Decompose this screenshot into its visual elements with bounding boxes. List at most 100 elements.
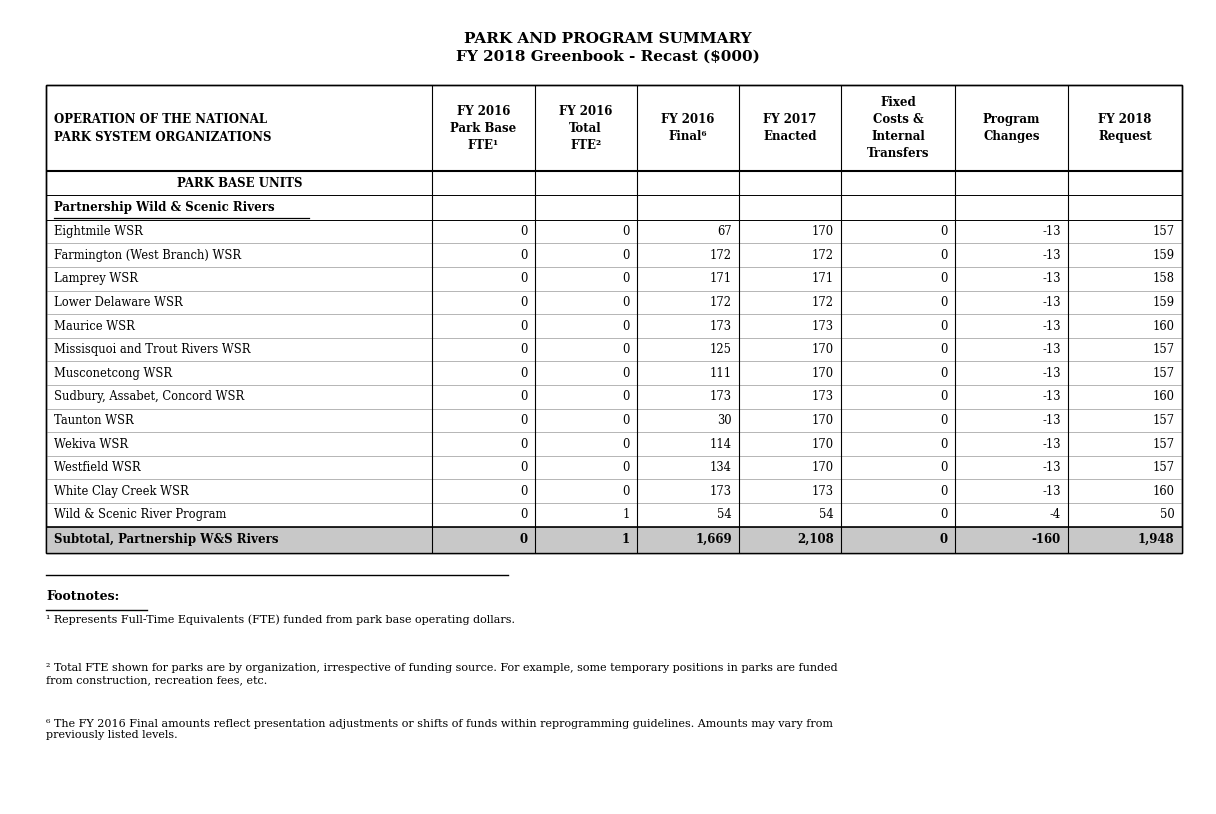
Bar: [46, 527, 1182, 553]
Text: 67: 67: [717, 225, 732, 238]
Text: Program
Changes: Program Changes: [983, 113, 1040, 143]
Text: 0: 0: [623, 273, 630, 285]
Text: 159: 159: [1153, 296, 1175, 309]
Text: 0: 0: [940, 344, 947, 356]
Text: 160: 160: [1153, 320, 1175, 332]
Text: 170: 170: [812, 367, 834, 379]
Text: 170: 170: [812, 462, 834, 474]
Text: Wild & Scenic River Program: Wild & Scenic River Program: [54, 509, 226, 521]
Text: 0: 0: [940, 438, 947, 450]
Text: 0: 0: [623, 249, 630, 261]
Text: 0: 0: [519, 533, 528, 546]
Text: 1,669: 1,669: [696, 533, 732, 546]
Text: Farmington (West Branch) WSR: Farmington (West Branch) WSR: [54, 249, 241, 261]
Text: 171: 171: [812, 273, 834, 285]
Text: White Clay Creek WSR: White Clay Creek WSR: [54, 485, 188, 497]
Text: 0: 0: [940, 296, 947, 309]
Text: 0: 0: [940, 249, 947, 261]
Text: -13: -13: [1042, 391, 1062, 403]
Text: 0: 0: [940, 391, 947, 403]
Text: 0: 0: [623, 367, 630, 379]
Text: Taunton WSR: Taunton WSR: [54, 414, 134, 427]
Text: 0: 0: [940, 273, 947, 285]
Text: 1: 1: [621, 533, 630, 546]
Text: 0: 0: [520, 462, 528, 474]
Text: 30: 30: [717, 414, 732, 427]
Text: 172: 172: [812, 249, 834, 261]
Text: 114: 114: [710, 438, 732, 450]
Text: 0: 0: [520, 438, 528, 450]
Text: -4: -4: [1049, 509, 1062, 521]
Text: 54: 54: [820, 509, 834, 521]
Text: 160: 160: [1153, 485, 1175, 497]
Text: 173: 173: [812, 391, 834, 403]
Text: -13: -13: [1042, 438, 1062, 450]
Text: -13: -13: [1042, 225, 1062, 238]
Text: 54: 54: [717, 509, 732, 521]
Text: 173: 173: [710, 391, 732, 403]
Text: FY 2018
Request: FY 2018 Request: [1098, 113, 1152, 143]
Text: 0: 0: [520, 414, 528, 427]
Text: Musconetcong WSR: Musconetcong WSR: [54, 367, 171, 379]
Text: 0: 0: [623, 414, 630, 427]
Text: 0: 0: [520, 296, 528, 309]
Text: FY 2018 Greenbook - Recast ($000): FY 2018 Greenbook - Recast ($000): [456, 50, 760, 64]
Text: ⁶ The FY 2016 Final amounts reflect presentation adjustments or shifts of funds : ⁶ The FY 2016 Final amounts reflect pres…: [46, 719, 833, 741]
Text: 0: 0: [520, 367, 528, 379]
Text: 173: 173: [710, 485, 732, 497]
Text: FY 2016
Final⁶: FY 2016 Final⁶: [662, 113, 715, 143]
Text: 0: 0: [623, 485, 630, 497]
Text: 172: 172: [812, 296, 834, 309]
Text: 173: 173: [812, 485, 834, 497]
Text: 0: 0: [520, 225, 528, 238]
Text: 0: 0: [520, 344, 528, 356]
Text: Sudbury, Assabet, Concord WSR: Sudbury, Assabet, Concord WSR: [54, 391, 243, 403]
Text: 0: 0: [940, 533, 947, 546]
Text: Wekiva WSR: Wekiva WSR: [54, 438, 128, 450]
Text: 0: 0: [623, 225, 630, 238]
Text: OPERATION OF THE NATIONAL
PARK SYSTEM ORGANIZATIONS: OPERATION OF THE NATIONAL PARK SYSTEM OR…: [54, 112, 271, 144]
Text: 0: 0: [623, 391, 630, 403]
Text: -13: -13: [1042, 296, 1062, 309]
Text: 170: 170: [812, 438, 834, 450]
Bar: [46, 85, 1182, 553]
Text: ² Total FTE shown for parks are by organization, irrespective of funding source.: ² Total FTE shown for parks are by organ…: [46, 663, 838, 685]
Text: -13: -13: [1042, 320, 1062, 332]
Text: Footnotes:: Footnotes:: [46, 590, 119, 603]
Text: 0: 0: [520, 391, 528, 403]
Text: 0: 0: [623, 462, 630, 474]
Text: -13: -13: [1042, 273, 1062, 285]
Text: Lamprey WSR: Lamprey WSR: [54, 273, 137, 285]
Text: -13: -13: [1042, 485, 1062, 497]
Text: Subtotal, Partnership W&S Rivers: Subtotal, Partnership W&S Rivers: [54, 533, 278, 546]
Text: 0: 0: [520, 273, 528, 285]
Text: 158: 158: [1153, 273, 1175, 285]
Text: ¹ Represents Full-Time Equivalents (FTE) funded from park base operating dollars: ¹ Represents Full-Time Equivalents (FTE)…: [46, 615, 516, 625]
Text: Fixed
Costs &
Internal
Transfers: Fixed Costs & Internal Transfers: [867, 96, 929, 160]
Text: 157: 157: [1153, 344, 1175, 356]
Text: -13: -13: [1042, 367, 1062, 379]
Text: 0: 0: [520, 249, 528, 261]
Text: Eightmile WSR: Eightmile WSR: [54, 225, 142, 238]
Text: 125: 125: [710, 344, 732, 356]
Text: 157: 157: [1153, 438, 1175, 450]
Text: Maurice WSR: Maurice WSR: [54, 320, 135, 332]
Text: 0: 0: [520, 485, 528, 497]
Text: Missisquoi and Trout Rivers WSR: Missisquoi and Trout Rivers WSR: [54, 344, 250, 356]
Text: 2,108: 2,108: [798, 533, 834, 546]
Text: 50: 50: [1160, 509, 1175, 521]
Text: 0: 0: [940, 485, 947, 497]
Text: FY 2016
Total
FTE²: FY 2016 Total FTE²: [559, 105, 613, 151]
Text: PARK AND PROGRAM SUMMARY: PARK AND PROGRAM SUMMARY: [465, 32, 751, 46]
Text: 0: 0: [623, 438, 630, 450]
Text: 0: 0: [940, 367, 947, 379]
Text: FY 2016
Park Base
FTE¹: FY 2016 Park Base FTE¹: [450, 105, 517, 151]
Text: 170: 170: [812, 414, 834, 427]
Text: 157: 157: [1153, 367, 1175, 379]
Text: 159: 159: [1153, 249, 1175, 261]
Text: Westfield WSR: Westfield WSR: [54, 462, 140, 474]
Text: PARK BASE UNITS: PARK BASE UNITS: [176, 177, 302, 190]
Text: FY 2017
Enacted: FY 2017 Enacted: [764, 113, 817, 143]
Text: 160: 160: [1153, 391, 1175, 403]
Text: 1,948: 1,948: [1138, 533, 1175, 546]
